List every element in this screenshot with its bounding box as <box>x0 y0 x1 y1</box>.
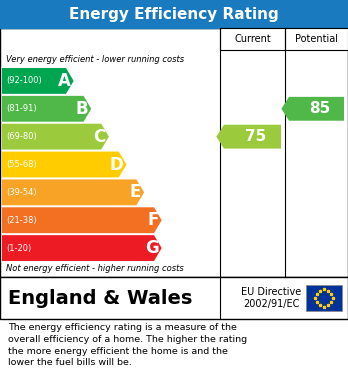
Text: EU Directive
2002/91/EC: EU Directive 2002/91/EC <box>241 287 301 309</box>
Text: (21-38): (21-38) <box>6 216 37 225</box>
Polygon shape <box>2 96 91 122</box>
Bar <box>306 285 342 311</box>
Text: (92-100): (92-100) <box>6 76 42 85</box>
Bar <box>0 28 348 277</box>
Text: 75: 75 <box>245 129 266 144</box>
Text: E: E <box>130 183 141 201</box>
Text: England & Wales: England & Wales <box>8 289 192 307</box>
Text: (69-80): (69-80) <box>6 132 37 141</box>
Text: B: B <box>76 100 88 118</box>
Polygon shape <box>2 235 162 261</box>
Text: (55-68): (55-68) <box>6 160 37 169</box>
Text: F: F <box>147 211 159 229</box>
Text: 85: 85 <box>309 101 330 116</box>
Bar <box>0 277 348 319</box>
Text: G: G <box>145 239 159 257</box>
Text: D: D <box>110 156 124 174</box>
Text: Very energy efficient - lower running costs: Very energy efficient - lower running co… <box>6 54 184 63</box>
Text: Potential: Potential <box>295 34 338 44</box>
Polygon shape <box>2 179 144 205</box>
Text: (1-20): (1-20) <box>6 244 31 253</box>
Text: The energy efficiency rating is a measure of the
overall efficiency of a home. T: The energy efficiency rating is a measur… <box>8 323 247 368</box>
Polygon shape <box>2 207 162 233</box>
Bar <box>220 28 348 50</box>
Text: (39-54): (39-54) <box>6 188 37 197</box>
Text: (81-91): (81-91) <box>6 104 37 113</box>
Polygon shape <box>2 68 74 94</box>
Polygon shape <box>216 125 281 149</box>
Polygon shape <box>2 124 109 150</box>
Text: A: A <box>58 72 71 90</box>
Text: Not energy efficient - higher running costs: Not energy efficient - higher running co… <box>6 264 184 273</box>
Polygon shape <box>281 97 344 121</box>
Text: Current: Current <box>234 34 271 44</box>
Bar <box>0 0 348 28</box>
Polygon shape <box>2 152 126 178</box>
Text: Energy Efficiency Rating: Energy Efficiency Rating <box>69 7 279 22</box>
Text: C: C <box>94 127 106 145</box>
